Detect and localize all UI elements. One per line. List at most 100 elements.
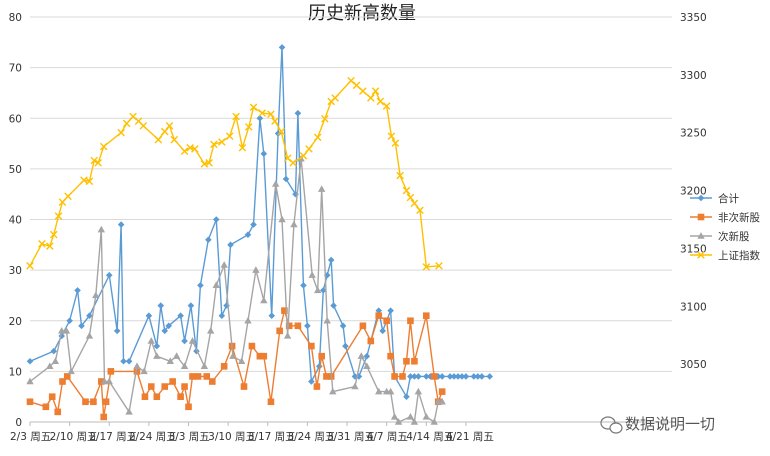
data-point <box>359 87 367 95</box>
y-left-tick-label: 70 <box>9 63 22 75</box>
data-point <box>240 383 248 390</box>
data-point <box>304 322 311 330</box>
x-tick-label: 3/24 周五 <box>287 431 335 443</box>
data-point <box>357 352 366 359</box>
data-point <box>290 220 298 228</box>
data-point <box>244 231 252 238</box>
series-line <box>29 79 440 268</box>
data-point <box>277 127 286 136</box>
data-point <box>232 112 240 121</box>
data-point <box>363 352 371 360</box>
data-point <box>54 408 62 416</box>
data-point <box>64 192 72 201</box>
data-point <box>430 418 438 425</box>
data-point <box>382 102 391 110</box>
data-point <box>54 212 63 220</box>
data-point <box>154 135 163 144</box>
x-tick-label: 3/3 周五 <box>169 431 210 443</box>
y-right-tick-label: 3100 <box>680 301 707 313</box>
wechat-icon <box>600 416 623 434</box>
data-point <box>170 135 179 144</box>
data-point <box>117 221 125 228</box>
legend-label: 合计 <box>718 192 739 205</box>
data-point <box>194 373 202 380</box>
data-point <box>207 326 215 334</box>
x-tick-label: 3/31 周五 <box>327 431 375 443</box>
x-tick-label: 2/17 周五 <box>89 431 137 443</box>
data-point <box>200 362 209 370</box>
series-次新股 <box>26 154 446 425</box>
data-point <box>415 373 422 380</box>
data-point <box>329 387 337 395</box>
data-point <box>223 302 230 309</box>
data-point <box>300 282 307 289</box>
data-point <box>331 94 339 102</box>
data-point <box>225 132 234 140</box>
data-point <box>180 147 189 156</box>
data-point <box>267 110 275 118</box>
data-point <box>181 383 188 390</box>
data-point <box>426 373 434 380</box>
data-point <box>403 393 410 400</box>
x-tick-label: 4/14 周五 <box>406 431 454 443</box>
data-point <box>375 307 383 314</box>
data-point <box>50 347 58 355</box>
data-point <box>454 373 462 380</box>
data-point <box>252 266 260 273</box>
data-point <box>462 373 470 380</box>
data-point <box>359 322 367 330</box>
data-point <box>323 316 331 324</box>
legend-label: 非次新股 <box>718 211 760 224</box>
legend-item: 非次新股 <box>690 211 760 224</box>
data-point <box>90 156 98 165</box>
data-point <box>321 115 329 123</box>
data-point <box>450 373 458 380</box>
data-point <box>416 206 424 215</box>
data-point <box>85 177 94 186</box>
y-right-tick-label: 3250 <box>680 128 707 140</box>
data-point <box>165 322 173 330</box>
data-point <box>205 236 212 244</box>
data-point <box>458 373 466 380</box>
data-point <box>100 413 108 421</box>
data-point <box>352 81 361 90</box>
data-point <box>438 397 446 405</box>
data-point <box>38 240 46 248</box>
x-tick-label: 4/7 周五 <box>367 431 408 443</box>
data-point <box>191 145 199 153</box>
x-axis: 2/3 周五2/10 周五2/17 周五2/24 周五3/3 周五3/10 周五… <box>10 422 494 443</box>
data-point <box>260 352 268 360</box>
data-point <box>125 407 133 415</box>
data-point <box>46 242 54 250</box>
data-point <box>351 382 359 390</box>
x-tick-label: 4/21 周五 <box>446 431 494 443</box>
data-point <box>153 352 161 359</box>
data-point <box>189 373 196 380</box>
data-point <box>180 362 189 370</box>
data-point <box>125 357 133 365</box>
data-point <box>26 377 34 385</box>
data-point <box>319 287 327 294</box>
data-point <box>276 327 283 335</box>
data-point <box>411 373 418 380</box>
data-point <box>161 383 169 390</box>
data-point <box>185 403 192 411</box>
data-point <box>98 378 105 385</box>
data-point <box>187 302 195 309</box>
data-point <box>220 363 228 370</box>
data-point <box>355 373 363 380</box>
data-point <box>139 121 148 130</box>
data-point <box>478 373 486 380</box>
data-point <box>97 225 106 233</box>
data-point <box>99 142 108 151</box>
data-point <box>100 377 109 385</box>
data-point <box>244 123 253 131</box>
data-point <box>51 357 60 364</box>
data-point <box>410 199 419 208</box>
y-right-tick-label: 3050 <box>680 359 707 371</box>
data-point <box>169 378 176 385</box>
data-point <box>430 373 438 380</box>
data-point <box>26 261 34 270</box>
data-point <box>92 291 100 299</box>
data-point <box>177 393 184 400</box>
